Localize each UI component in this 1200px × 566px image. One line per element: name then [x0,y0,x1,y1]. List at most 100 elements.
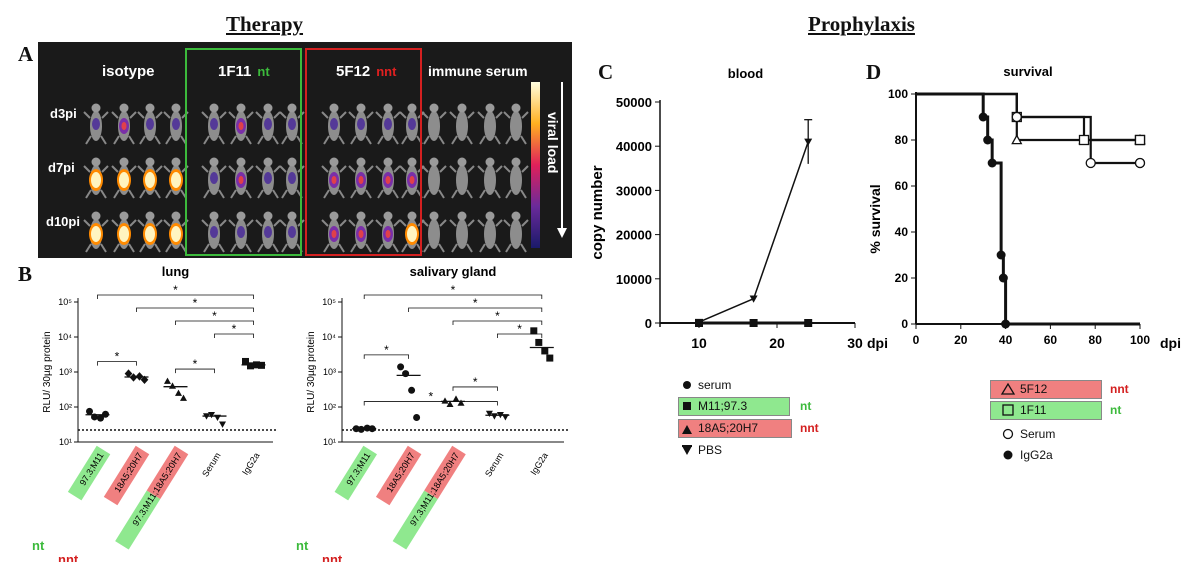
legend-nnt-highlight [678,419,792,438]
survival-legend: 5F12 nnt 1F11 nt Serum IgG2a [990,380,1160,470]
mouse [111,103,137,145]
mouse [449,157,475,199]
chart-title: survival [1003,64,1052,79]
legend-1f11-label: 1F11 [1020,403,1047,417]
mouse [421,157,447,199]
data-point [998,273,1008,283]
data-point [978,112,988,122]
legend-marker-circle-filled [1003,450,1013,460]
data-point [208,411,215,419]
chart-title: blood [728,66,763,81]
mouse [503,103,529,145]
category-label: IgG2a [240,451,261,477]
y-tick-label: 10² [323,402,336,412]
chart-title: salivary gland [410,264,497,279]
y-tick-label: 10³ [323,367,336,377]
data-point [140,375,149,384]
mouse-silhouettes [83,103,529,253]
mouse [477,211,503,253]
mouse [477,157,503,199]
data-point [1011,111,1022,123]
category-label: 18A5;20H7 [112,451,144,495]
data-point [1085,157,1096,169]
data-point [446,400,454,408]
category-highlight [375,445,422,506]
data-point [164,377,171,384]
significance-star: * [173,283,178,297]
x-tick-label: 30 [847,335,863,351]
y-tick-label: 10³ [59,367,72,377]
panel-letter-a: A [18,42,34,66]
significance-bracket [497,333,543,338]
category-highlight [103,445,150,506]
column-tag-nnt: nnt [376,64,397,79]
significance-star: * [495,309,500,323]
survival-step-line [916,92,1140,326]
mouse [375,157,401,199]
mouse [321,103,347,145]
data-point [1134,157,1146,169]
data-point [749,319,758,327]
viral-load-scale-bar [531,82,540,248]
legend-nt-highlight [678,397,790,416]
nt-group-frame [185,48,302,256]
data-point [695,318,703,327]
significance-bracket [363,354,409,359]
mouse [163,103,189,145]
y-tick-label: 10000 [616,272,652,287]
x-tick-label: 80 [1089,333,1103,347]
significance-star: * [451,283,456,297]
mouse [503,211,529,253]
data-point [996,250,1006,260]
y-tick-label: 0 [645,316,652,331]
y-tick-label: 10⁴ [322,332,336,342]
significance-bracket [136,307,254,312]
y-axis-label: RLU/ 30µg protein [42,331,53,412]
y-tick-label: 10⁵ [322,297,336,307]
nnt-highlight [424,445,466,500]
survival-step-line [916,92,1140,165]
data-point [983,135,993,145]
salivary-gland-chart: salivary gland 10¹ 10² 10³ 10⁴ 10⁵ RLU/ 30µg p… [296,264,568,562]
column-label-isotype: isotype [102,63,155,80]
category-label: Serum [200,451,223,479]
mouse [201,157,227,199]
series-line [698,141,809,323]
significance-bracket [214,333,254,338]
data-point [452,395,460,402]
data-point [180,394,187,401]
therapy-header: Therapy [226,12,304,36]
category-label-group: 18A5;20H7 [103,445,150,506]
data-point [1078,134,1090,146]
data-point [485,410,493,418]
data-point [457,399,465,406]
legend-pbs-label: PBS [698,443,723,457]
data-point [1001,319,1011,329]
significance-star: * [212,309,217,323]
y-tick-label: 20000 [616,228,652,243]
mouse [348,103,374,145]
mouse [137,103,163,145]
mouse [321,157,347,199]
category-label: 18A5;20H7 [384,451,416,495]
y-tick-label: 10¹ [59,437,72,447]
significance-star: * [473,296,478,310]
category-label-group: IgG2a [240,451,261,477]
mouse [399,211,425,253]
category-label-group: 18A5;20H7 [375,445,422,506]
significance-bracket [175,368,215,374]
x-tick-label: 20 [954,333,968,347]
category-highlight [67,445,111,501]
significance-star: * [193,357,198,371]
y-tick-label: 100 [888,87,908,101]
category-highlight [334,445,377,501]
significance-bracket [363,401,498,406]
mouse [279,211,305,253]
row-label-d7pi: d7pi [48,160,75,175]
blood-chart: blood 0 10000 20000 30000 40000 50000 10 20 30 dpi… [590,66,888,351]
panel-letter-b: B [18,262,33,286]
data-point [247,362,254,370]
y-tick-label: 10¹ [323,437,336,447]
